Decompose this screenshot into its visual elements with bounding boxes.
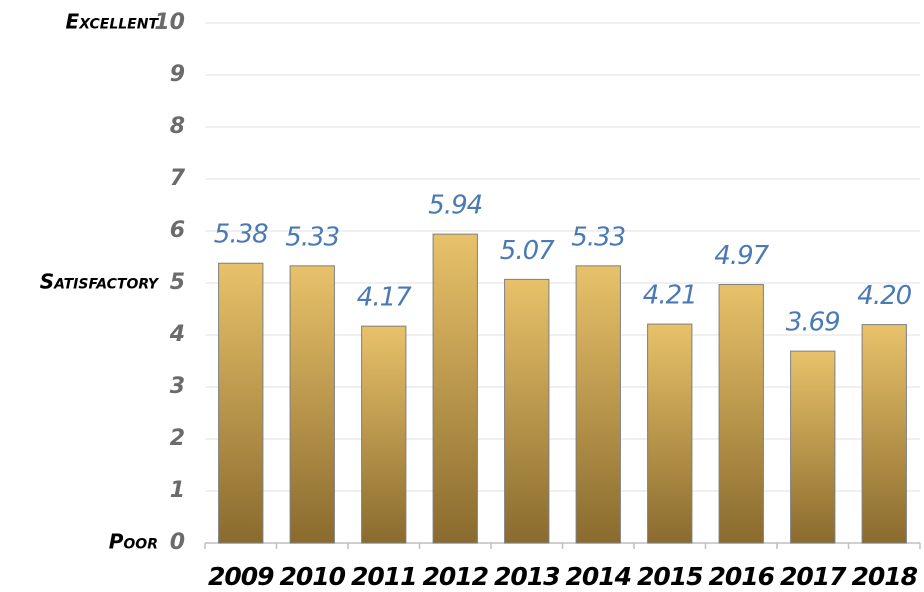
bar — [504, 278, 550, 544]
y-tick-label: 0 — [170, 530, 185, 555]
bar — [647, 323, 693, 544]
y-tick-label: 10 — [154, 10, 185, 35]
y-annotation: Poor — [109, 530, 158, 554]
y-tick-label: 3 — [170, 374, 185, 399]
y-tick-label: 4 — [169, 322, 185, 347]
data-label: 5.33 — [571, 222, 625, 252]
data-label: 4.20 — [857, 281, 911, 311]
bar — [218, 262, 264, 544]
data-label: 3.69 — [786, 308, 840, 338]
bar — [861, 324, 907, 544]
x-tick-label: 2011 — [351, 562, 417, 591]
y-annotation: Satisfactory — [40, 270, 160, 294]
x-tick-label: 2014 — [565, 562, 631, 591]
x-tick-label: 2010 — [279, 562, 345, 591]
x-tick-label: 2018 — [851, 562, 917, 591]
bar — [432, 233, 478, 544]
y-tick-label: 2 — [170, 426, 185, 451]
x-tick-label: 2013 — [494, 562, 560, 591]
data-label: 5.07 — [500, 236, 555, 266]
data-label: 5.33 — [285, 222, 339, 252]
data-label: 4.97 — [714, 241, 769, 271]
bar — [361, 325, 407, 544]
x-tick-label: 2017 — [780, 562, 847, 591]
y-tick-label: 9 — [170, 62, 185, 87]
bar — [575, 265, 621, 544]
data-label: 4.17 — [357, 283, 412, 313]
data-label: 5.94 — [428, 191, 482, 221]
y-tick-label: 1 — [170, 478, 185, 503]
x-tick-label: 2009 — [208, 562, 274, 591]
y-tick-label: 7 — [170, 166, 186, 191]
data-label: 4.21 — [643, 281, 697, 311]
x-tick-label: 2012 — [422, 562, 488, 591]
x-tick-label: 2015 — [637, 562, 703, 591]
y-tick-label: 8 — [170, 114, 185, 139]
data-label: 5.38 — [214, 220, 268, 250]
bar — [790, 350, 836, 544]
bar — [718, 284, 764, 544]
y-tick-label: 5 — [170, 270, 185, 295]
bar — [289, 265, 335, 544]
y-tick-label: 6 — [170, 218, 185, 243]
x-tick-label: 2016 — [708, 562, 774, 591]
y-annotation: Excellent — [66, 10, 160, 34]
